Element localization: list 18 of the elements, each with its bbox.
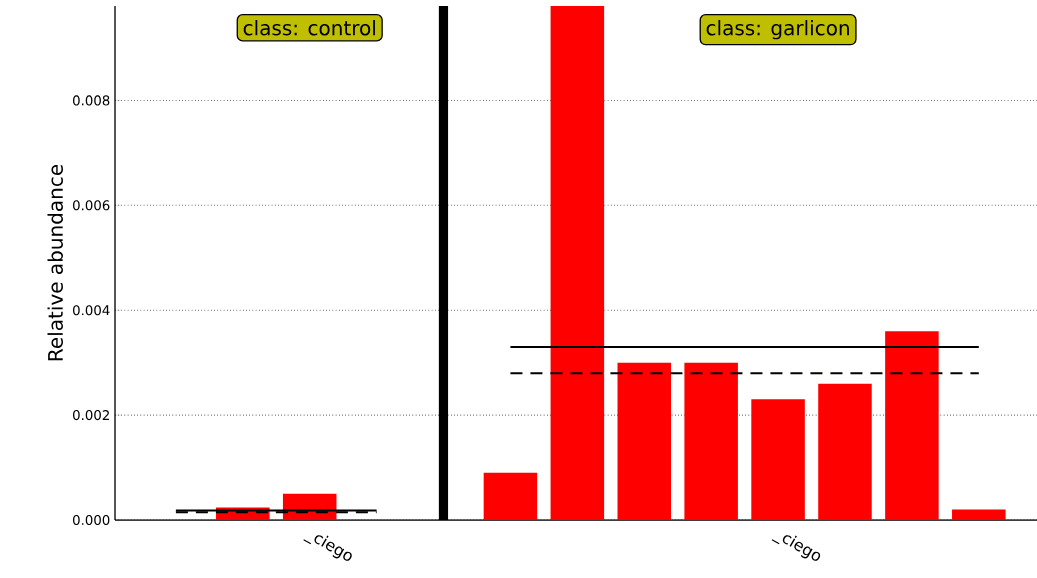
bar (550, 6, 605, 520)
bar (818, 383, 872, 520)
y-tick-label: 0.004 (73, 305, 110, 316)
bar (885, 331, 939, 520)
y-tick-label: 0.006 (73, 200, 110, 211)
bar (952, 509, 1006, 520)
bar (617, 362, 672, 520)
y-axis-title: Relative abundance (47, 164, 63, 361)
annotation: class: control (243, 20, 375, 36)
annotation: class: garlicon (706, 20, 849, 40)
bar (684, 362, 738, 520)
x-tick-label: _ciego (771, 535, 821, 561)
x-tick-label: _ciego (303, 535, 352, 561)
bar (483, 472, 538, 520)
bar (751, 399, 805, 520)
y-tick-label: 0.008 (73, 95, 110, 106)
y-tick-label: 0.002 (73, 410, 109, 421)
y-tick-label: 0.000 (73, 514, 110, 526)
